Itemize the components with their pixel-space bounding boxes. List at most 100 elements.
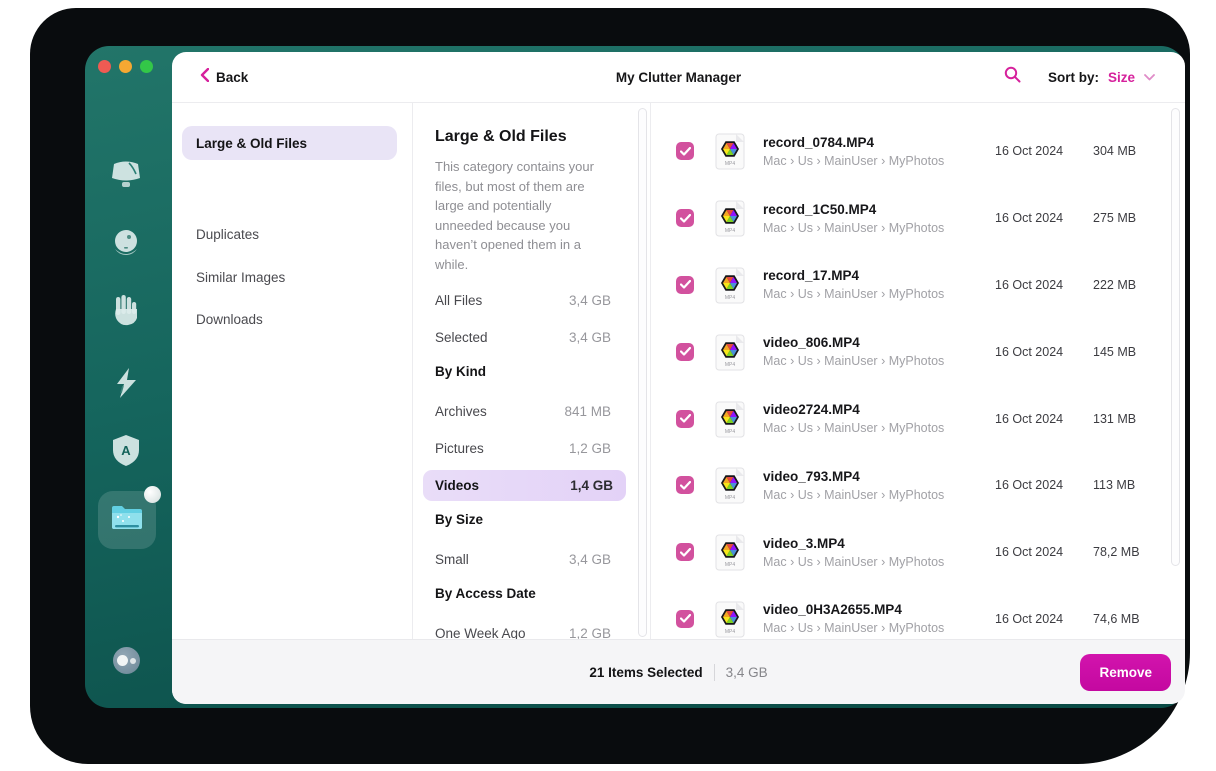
file-path: Mac › Us › MainUser › MyPhotos (763, 287, 945, 302)
checkbox-checked[interactable] (676, 342, 694, 361)
svg-text:MP4: MP4 (725, 629, 736, 635)
mp4-file-icon: MP4 (715, 132, 745, 170)
back-button[interactable]: Back (200, 67, 249, 87)
device-frame: A (30, 8, 1190, 764)
sidebar-item-downloads[interactable]: Downloads (196, 312, 263, 327)
shield-a-icon: A (110, 434, 142, 468)
mp4-file-icon: MP4 (715, 199, 745, 237)
file-date: 16 Oct 2024 (995, 144, 1064, 159)
selected-count: 21 Items Selected (589, 664, 703, 680)
sort-by-value[interactable]: Size (1107, 69, 1135, 85)
file-size: 131 MB (1093, 411, 1137, 426)
file-row[interactable]: MP4 record_1C50.MP4 Mac › Us › MainUser ›… (651, 185, 1185, 252)
checkbox-checked[interactable] (676, 609, 694, 628)
file-date: 16 Oct 2024 (995, 478, 1064, 493)
file-row[interactable]: MP4 record_17.MP4 Mac › Us › MainUser › M… (651, 252, 1185, 319)
sidebar-item-similar-images[interactable]: Similar Images (196, 270, 286, 285)
filter-small[interactable]: Small 3,4 GB (435, 551, 611, 567)
file-date: 16 Oct 2024 (995, 277, 1064, 292)
remove-button[interactable]: Remove (1080, 654, 1171, 691)
search-icon[interactable] (1004, 66, 1021, 88)
file-size: 222 MB (1093, 277, 1137, 292)
sidebar-item-clutter-active[interactable] (98, 486, 161, 549)
file-path: Mac › Us › MainUser › MyPhotos (763, 354, 945, 369)
filters-header-by-size: By Size (435, 512, 484, 527)
minimize-button[interactable] (119, 60, 132, 73)
filter-archives[interactable]: Archives 841 MB (435, 403, 611, 419)
filter-selected[interactable]: Selected 3,4 GB (435, 329, 611, 345)
chevron-down-icon[interactable] (1144, 68, 1155, 86)
file-size: 74,6 MB (1093, 611, 1140, 626)
svg-text:MP4: MP4 (725, 495, 736, 501)
sidebar-item-large-old-files[interactable]: Large & Old Files (182, 126, 397, 160)
sidebar-item-duplicates[interactable]: Duplicates (196, 227, 260, 242)
filters-scrollbar[interactable] (638, 108, 647, 637)
mp4-file-icon: MP4 (715, 466, 745, 504)
back-label: Back (216, 69, 249, 85)
filter-videos-active[interactable]: Videos 1,4 GB (423, 470, 626, 501)
filter-one-week-ago[interactable]: One Week Ago 1,2 GB (435, 625, 611, 640)
file-date: 16 Oct 2024 (995, 411, 1064, 426)
file-date: 16 Oct 2024 (995, 545, 1064, 560)
filter-all-files[interactable]: All Files 3,4 GB (435, 292, 611, 308)
file-row[interactable]: MP4 record_0784.MP4 Mac › Us › MainUser ›… (651, 118, 1185, 185)
lens-ball-icon (109, 227, 143, 261)
checkbox-checked[interactable] (676, 209, 694, 228)
svg-text:MP4: MP4 (725, 228, 736, 234)
file-row[interactable]: MP4 video_793.MP4 Mac › Us › MainUser › M… (651, 452, 1185, 519)
window-topbar: Back My Clutter Manager Sort by: Size (172, 52, 1185, 103)
file-size: 304 MB (1093, 144, 1137, 159)
zoom-button[interactable] (140, 60, 153, 73)
file-name: video_793.MP4 (763, 468, 860, 484)
file-size: 113 MB (1093, 478, 1136, 493)
sidebar-item-lens[interactable] (108, 226, 144, 262)
checkbox-checked[interactable] (676, 409, 694, 428)
file-size: 275 MB (1093, 211, 1137, 226)
checkbox-checked[interactable] (676, 142, 694, 161)
file-path: Mac › Us › MainUser › MyPhotos (763, 421, 945, 436)
file-size: 78,2 MB (1093, 545, 1140, 560)
topbar-actions: Sort by: Size (1004, 66, 1155, 88)
display-icon (109, 159, 143, 191)
svg-text:MP4: MP4 (725, 295, 736, 301)
hand-icon (109, 294, 143, 328)
close-button[interactable] (98, 60, 111, 73)
sidebar-item-protection[interactable] (108, 293, 144, 329)
selection-footer: 21 Items Selected 3,4 GB Remove (172, 639, 1185, 704)
file-date: 16 Oct 2024 (995, 344, 1064, 359)
checkbox-checked[interactable] (676, 275, 694, 294)
file-path: Mac › Us › MainUser › MyPhotos (763, 554, 945, 569)
assistant-avatar[interactable] (113, 647, 140, 674)
checkbox-checked[interactable] (676, 476, 694, 495)
sidebar-item-display[interactable] (108, 157, 144, 193)
file-size: 145 MB (1093, 344, 1137, 359)
file-row[interactable]: MP4 video_3.MP4 Mac › Us › MainUser › MyP… (651, 519, 1185, 586)
svg-text:MP4: MP4 (725, 362, 736, 368)
file-row[interactable]: MP4 video_0H3A2655.MP4 Mac › Us › MainUse… (651, 586, 1185, 639)
category-label: Large & Old Files (196, 135, 308, 151)
file-name: record_17.MP4 (763, 268, 860, 284)
svg-text:MP4: MP4 (725, 161, 736, 167)
filters-title: Large & Old Files (435, 128, 567, 145)
sidebar-item-applications[interactable]: A (108, 433, 144, 469)
file-name: record_0784.MP4 (763, 134, 875, 150)
file-row[interactable]: MP4 video_806.MP4 Mac › Us › MainUser › M… (651, 318, 1185, 385)
selection-summary: 21 Items Selected 3,4 GB (172, 640, 1185, 704)
svg-text:MP4: MP4 (725, 429, 736, 435)
filter-pictures[interactable]: Pictures 1,2 GB (435, 440, 611, 456)
notification-badge (144, 486, 161, 503)
mp4-file-icon: MP4 (715, 333, 745, 371)
file-list-scrollbar[interactable] (1171, 108, 1180, 566)
page-title: My Clutter Manager (615, 69, 742, 85)
sidebar-item-speed[interactable] (108, 366, 144, 402)
file-date: 16 Oct 2024 (995, 211, 1064, 226)
app-shell: A (85, 46, 1185, 708)
file-list: MP4 record_0784.MP4 Mac › Us › MainUser ›… (651, 103, 1185, 639)
file-name: video2724.MP4 (763, 402, 860, 418)
checkbox-checked[interactable] (676, 543, 694, 562)
file-path: Mac › Us › MainUser › MyPhotos (763, 220, 945, 235)
selected-size: 3,4 GB (725, 664, 768, 680)
filters-header-by-kind: By Kind (435, 364, 487, 379)
filters-panel: Large & Old Files This category contains… (413, 103, 651, 639)
file-row[interactable]: MP4 video2724.MP4 Mac › Us › MainUser › M… (651, 385, 1185, 452)
